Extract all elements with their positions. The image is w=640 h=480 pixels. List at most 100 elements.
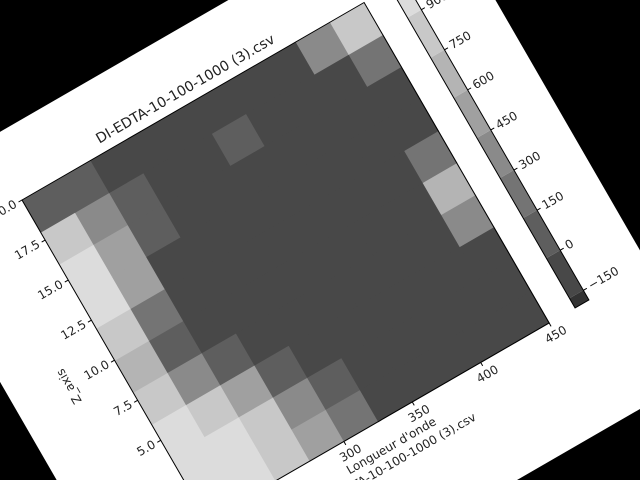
contour-cell [238, 396, 292, 450]
colorbar-band [569, 290, 589, 308]
contour-cell [440, 194, 495, 248]
contour-cell [369, 150, 424, 203]
contour-cell [422, 162, 476, 216]
contour-cell [272, 377, 327, 430]
contour-cell [124, 120, 179, 174]
contour-cell [298, 105, 352, 159]
y-tick [157, 439, 161, 443]
contour-cell [158, 100, 213, 154]
y-tick [133, 399, 138, 403]
contour-cell [306, 357, 361, 410]
y-tick [87, 319, 92, 323]
colorbar-band [390, 0, 422, 18]
colorbar-band [430, 49, 468, 98]
contour-cell [214, 197, 268, 250]
contour-cell [198, 248, 253, 302]
contour-cell [443, 278, 498, 331]
contour-cell [251, 261, 305, 314]
contour-cell [338, 253, 392, 307]
contour-cell [180, 216, 234, 270]
contour-cell [279, 73, 334, 127]
contour-cell [332, 86, 387, 139]
colorbar-tick [513, 167, 518, 171]
contour-cell [133, 372, 187, 425]
contour-cell [211, 113, 266, 166]
contour-cell [390, 266, 445, 319]
contour-cell [170, 436, 224, 480]
contour-cell [93, 224, 147, 277]
contour-cell [316, 137, 371, 191]
colorbar-frame [389, 0, 590, 309]
contour-cell [56, 160, 110, 213]
colorbar-band [523, 210, 561, 259]
contour-cell [204, 416, 258, 470]
contour-cell [177, 132, 231, 186]
contour-cell [95, 308, 150, 361]
contour-cell [254, 345, 308, 398]
colorbar-tick [536, 207, 541, 211]
x-tick [411, 401, 415, 406]
contour-cell [245, 93, 300, 147]
contour-cell [111, 256, 166, 309]
contour-cell [304, 273, 358, 327]
contour-cell [114, 340, 169, 393]
x-tick [480, 362, 484, 367]
colorbar-band [546, 250, 584, 299]
contour-cell [322, 305, 377, 359]
contour-cell [230, 145, 284, 198]
contour-cell [425, 246, 479, 299]
contour-cell [127, 204, 181, 258]
y-tick [64, 279, 69, 283]
colorbar-tick [583, 287, 588, 291]
x-tick [343, 441, 347, 446]
contour-cell [301, 189, 355, 243]
colorbar-band [407, 9, 445, 58]
contour-cell [477, 258, 532, 312]
contour-cell [148, 320, 203, 374]
y-tick [18, 199, 23, 203]
contour-cell [145, 236, 200, 290]
colorbar-band [500, 170, 538, 219]
contour-cell [459, 226, 513, 280]
contour-cell [201, 332, 255, 386]
contour-cell [248, 177, 303, 230]
contour-cell [193, 81, 247, 134]
contour-cell [351, 118, 405, 171]
contour-cell [143, 152, 197, 206]
colorbar-tick [559, 247, 564, 251]
contour-cell [335, 169, 389, 223]
contour-cell [232, 229, 287, 282]
contour-cell [151, 404, 206, 457]
contour-cell [388, 182, 442, 235]
contour-cell [282, 157, 337, 211]
y-tick [110, 359, 115, 363]
contour-cell [185, 384, 240, 438]
contour-cell [182, 300, 237, 354]
contour-cell [269, 293, 324, 346]
contour-cell [264, 125, 318, 179]
contour-cell [375, 317, 429, 371]
contour-cell [319, 221, 374, 275]
contour-cell [409, 298, 463, 351]
colorbar-tick [444, 47, 449, 51]
contour-cell [288, 325, 342, 378]
contour-cell [164, 268, 218, 322]
contour-cell [403, 130, 458, 183]
contour-cell [341, 337, 395, 391]
contour-cell [314, 53, 368, 107]
contour-cell [195, 165, 250, 218]
contour-cell [227, 61, 281, 115]
contour-cell [59, 244, 113, 297]
contour-cell [385, 98, 439, 151]
contour-cell [217, 280, 271, 334]
contour-cell [167, 352, 221, 406]
contour-cell [329, 2, 384, 55]
contour-cell [130, 288, 184, 341]
colorbar-tick [421, 7, 426, 11]
plot-frame [21, 1, 550, 480]
x-tick [548, 322, 552, 327]
y-tick [41, 239, 46, 243]
contour-cell [74, 192, 129, 245]
